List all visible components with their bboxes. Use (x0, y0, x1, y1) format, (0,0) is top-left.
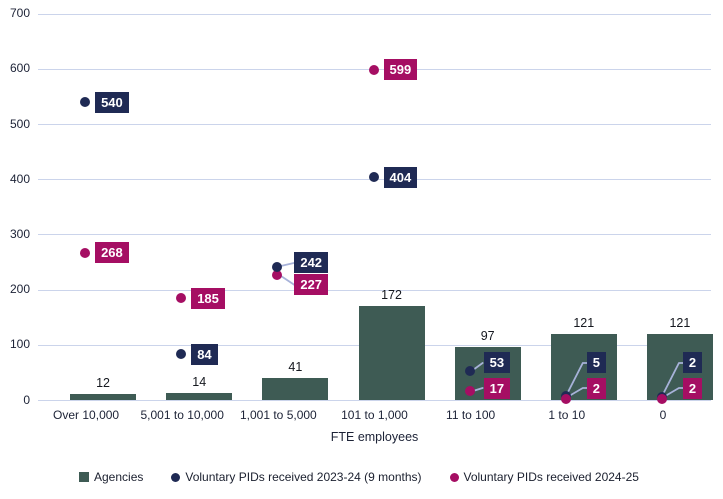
point-2024-25[interactable] (80, 247, 91, 258)
x-axis-tick-label: 1,001 to 5,000 (239, 408, 317, 422)
bar-value-label: 97 (480, 328, 495, 343)
point-label-2023-24: 84 (191, 343, 218, 365)
point-2024-25[interactable] (272, 270, 283, 281)
point-2024-25[interactable] (464, 386, 475, 397)
agencies-bar[interactable] (262, 377, 329, 401)
agencies-bar[interactable] (550, 333, 617, 401)
point-label-2024-25: 268 (95, 242, 129, 264)
legend-label: Agencies (94, 470, 144, 484)
x-axis-tick-label: Over 10,000 (53, 408, 120, 422)
point-label-2024-25: 599 (383, 59, 418, 81)
legend-dot-icon (171, 472, 181, 482)
y-axis-tick-label: 400 (9, 171, 30, 186)
legend-item-agencies[interactable]: Agencies (79, 470, 143, 484)
bar-value-label: 12 (96, 375, 111, 390)
point-label-2024-25: 2 (682, 378, 703, 399)
agencies-bar[interactable] (166, 392, 233, 401)
y-axis-tick-label: 0 (23, 392, 30, 407)
point-label-2024-25: 2 (586, 378, 607, 399)
bar-value-label: 41 (288, 359, 303, 374)
point-label-2023-24: 242 (294, 252, 329, 274)
point-2023-24[interactable] (368, 172, 379, 183)
y-axis-tick-label: 500 (9, 116, 30, 131)
point-label-2023-24: 540 (95, 91, 129, 113)
point-2024-25[interactable] (560, 394, 571, 405)
point-2023-24[interactable] (464, 366, 475, 377)
bar-value-label: 121 (669, 315, 691, 330)
gridline (38, 13, 711, 15)
legend-square-icon (79, 472, 89, 482)
x-axis-tick-label: 0 (659, 408, 667, 422)
y-axis-tick-label: 600 (9, 61, 30, 76)
gridline (38, 289, 711, 291)
x-axis-title: FTE employees (330, 430, 419, 444)
legend-item-pids-2023-24[interactable]: Voluntary PIDs received 2023-24 (9 month… (171, 470, 422, 484)
bar-value-label: 14 (192, 374, 207, 389)
y-axis-tick-label: 300 (9, 226, 30, 241)
bar-value-label: 172 (381, 287, 402, 302)
x-axis-tick-label: 11 to 100 (446, 408, 496, 422)
point-label-2023-24: 5 (586, 352, 607, 373)
bar-value-label: 121 (573, 315, 595, 330)
point-2023-24[interactable] (80, 97, 91, 108)
legend-dot-icon (449, 472, 459, 482)
x-axis-tick-label: 1 to 10 (548, 408, 586, 422)
point-2024-25[interactable] (368, 64, 379, 75)
agencies-bar[interactable] (358, 305, 425, 401)
point-2023-24[interactable] (272, 261, 283, 272)
gridline (38, 234, 711, 236)
point-2024-25[interactable] (176, 293, 187, 304)
point-2023-24[interactable] (176, 349, 187, 360)
x-axis-tick-label: 101 to 1,000 (341, 408, 408, 422)
point-label-2024-25: 227 (294, 274, 329, 296)
point-label-2024-25: 17 (483, 378, 511, 399)
agencies-bar[interactable] (646, 333, 713, 401)
y-axis-tick-label: 100 (9, 337, 30, 352)
gridline (38, 124, 711, 125)
legend-label: Voluntary PIDs received 2023-24 (9 month… (185, 470, 422, 484)
point-label-2023-24: 404 (383, 166, 418, 188)
point-label-2023-24: 53 (483, 352, 511, 373)
y-axis-tick-label: 200 (9, 282, 30, 297)
legend-label: Voluntary PIDs received 2024-25 (463, 470, 639, 484)
point-label-2023-24: 2 (682, 352, 703, 373)
legend: Agencies Voluntary PIDs received 2023-24 … (79, 470, 639, 484)
gridline (38, 400, 711, 401)
point-2024-25[interactable] (656, 394, 667, 405)
point-label-2024-25: 185 (191, 287, 225, 309)
x-axis-tick-label: 5,001 to 10,000 (140, 408, 224, 422)
agencies-bar[interactable] (70, 393, 137, 401)
legend-item-pids-2024-25[interactable]: Voluntary PIDs received 2024-25 (449, 470, 639, 484)
y-axis-tick-label: 700 (9, 6, 30, 21)
